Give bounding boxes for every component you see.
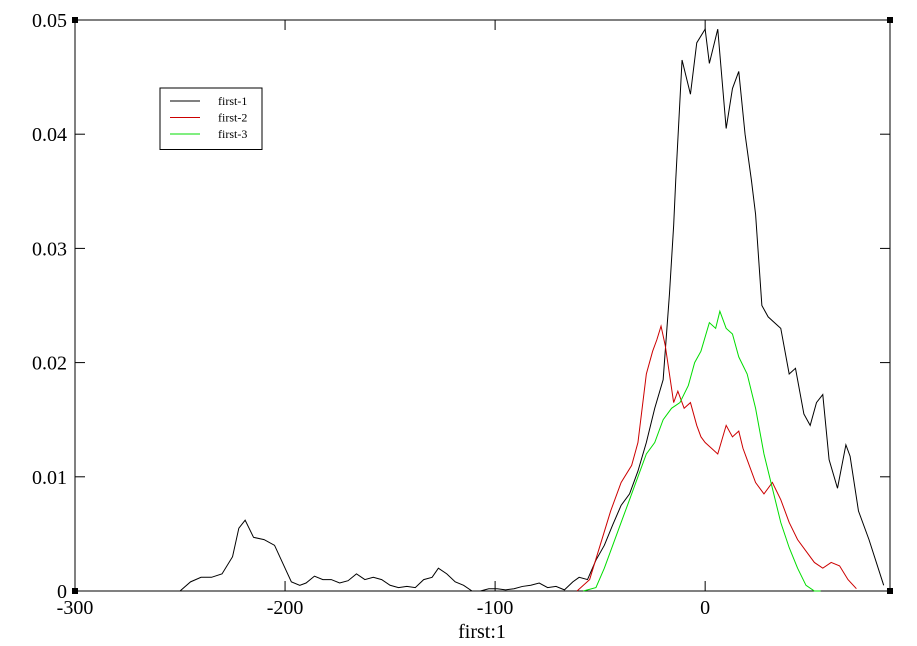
y-tick-label: 0.03 — [32, 238, 67, 260]
y-tick-label: 0 — [57, 581, 67, 603]
data-line — [583, 309, 821, 592]
legend-label: first-2 — [218, 111, 247, 125]
legend-label: first-3 — [218, 127, 247, 141]
legend-box — [159, 87, 263, 150]
x-tick-label: -300 — [57, 597, 94, 619]
x-tick-label: -100 — [477, 597, 514, 619]
x-tick-label: -200 — [267, 597, 304, 619]
y-tick-label: 0.05 — [32, 10, 67, 32]
data-line — [179, 27, 885, 592]
data-line — [576, 324, 857, 592]
x-tick-label: 0 — [700, 597, 710, 619]
y-tick-label: 0.01 — [32, 467, 67, 489]
x-axis-label: first:1 — [458, 621, 506, 643]
legend-label: first-1 — [218, 94, 247, 108]
y-tick-label: 0.02 — [32, 353, 67, 375]
plot-frame — [74, 19, 891, 592]
y-tick-label: 0.04 — [32, 124, 67, 146]
